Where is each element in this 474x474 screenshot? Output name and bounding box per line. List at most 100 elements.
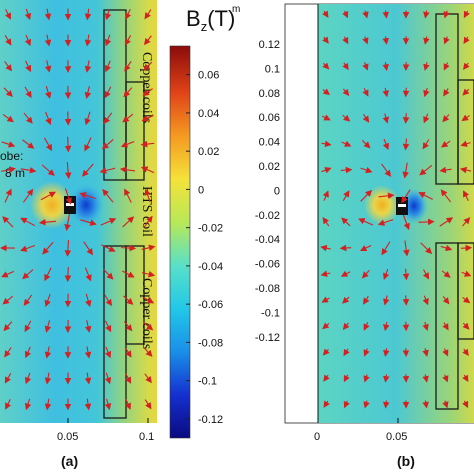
field-arrow [102,268,114,280]
field-arrow [122,113,134,123]
field-arrow [83,241,93,256]
field-arrow [140,166,155,174]
field-arrow [40,191,57,201]
field-arrow [322,88,330,96]
field-arrow [4,9,11,20]
panel-b-ytick-label: 0.12 [259,39,280,51]
field-arrow [1,166,16,173]
field-arrow [24,346,31,359]
field-arrow [463,10,470,19]
field-arrow [84,8,92,21]
field-arrow [123,295,134,305]
field-arrow [104,8,112,21]
field-arrow [4,61,12,72]
field-arrow [2,113,14,123]
field-arrow [44,8,52,21]
field-arrow [104,86,112,99]
field-arrow [321,140,332,148]
field-arrow [44,320,52,333]
colorbar: Bz(T) m 0.06 0.04 0.02 0 -0.02 -0.04 -0.06 -0.0… [169,4,240,439]
field-arrow [84,267,92,282]
field-arrow [462,88,470,96]
field-arrow [24,34,32,47]
field-arrow [423,87,430,98]
field-arrow [378,192,395,200]
field-arrow [442,322,449,331]
field-arrow [144,399,152,410]
field-arrow [341,140,352,147]
field-arrow [440,189,452,203]
field-arrow [143,35,152,46]
field-arrow [124,61,132,72]
field-arrow [362,113,370,123]
field-arrow [442,348,449,357]
field-arrow [422,321,429,332]
field-arrow [44,372,52,385]
field-arrow [342,10,349,19]
panel-a: Copper coils HTS coil Copper coils obe: … [0,0,157,469]
field-arrow [402,113,410,124]
field-arrow [343,400,350,409]
field-arrow [82,163,94,177]
panel-a-field-arrows [0,8,156,411]
field-arrow [104,294,112,307]
field-arrow [359,244,372,252]
field-arrow [363,374,370,383]
colorbar-ticks: 0.06 0.04 0.02 0 -0.02 -0.04 -0.06 -0.08 -0.1 -0.… [186,70,223,426]
field-arrow [382,138,390,151]
field-arrow [45,111,52,126]
field-arrow [44,60,52,73]
colorbar-tick-label: -0.12 [198,414,223,426]
panel-b-ytick-label: -0.04 [255,234,280,246]
panel-b-ytick-label: -0.08 [255,283,280,295]
field-arrow [141,244,156,251]
field-arrow [4,188,12,203]
field-arrow [439,217,454,227]
field-arrow [104,34,112,47]
field-arrow [23,112,33,124]
field-arrow [84,137,92,152]
field-arrow [144,373,152,384]
field-arrow [363,322,370,331]
field-arrow [402,214,410,231]
field-arrow [382,10,390,19]
field-arrow [423,10,430,19]
field-arrow [64,136,72,153]
field-arrow [103,112,113,125]
field-arrow [22,269,34,280]
field-arrow [342,114,351,122]
field-arrow [402,138,410,151]
panel-a-tag: (a) [61,453,78,469]
field-arrow [84,346,92,359]
field-arrow [23,294,33,306]
field-arrow [143,347,153,357]
panel-b-ytick-label: -0.02 [255,210,280,222]
field-arrow [143,321,154,331]
field-arrow [381,241,391,256]
field-arrow [104,346,112,359]
field-arrow [422,374,429,383]
field-arrow [64,266,72,283]
field-arrow [383,295,390,306]
field-arrow [382,268,390,280]
colorbar-tick-label: -0.04 [198,261,223,273]
field-arrow [442,400,449,409]
field-arrow [84,320,92,333]
field-arrow [124,188,132,203]
field-arrow [443,62,450,71]
field-arrow [322,190,329,201]
field-arrow [41,164,55,176]
field-arrow [362,10,369,19]
field-arrow [121,270,135,278]
field-arrow [44,293,51,308]
field-arrow [462,348,469,356]
field-arrow [322,322,330,330]
field-arrow [20,244,36,252]
field-arrow [3,87,13,98]
colorbar-tick-label: 0.04 [198,108,219,120]
field-arrow [2,295,14,305]
panel-b-ytick-label: 0.04 [259,137,280,149]
field-arrow [80,219,97,226]
field-arrow [441,140,451,148]
